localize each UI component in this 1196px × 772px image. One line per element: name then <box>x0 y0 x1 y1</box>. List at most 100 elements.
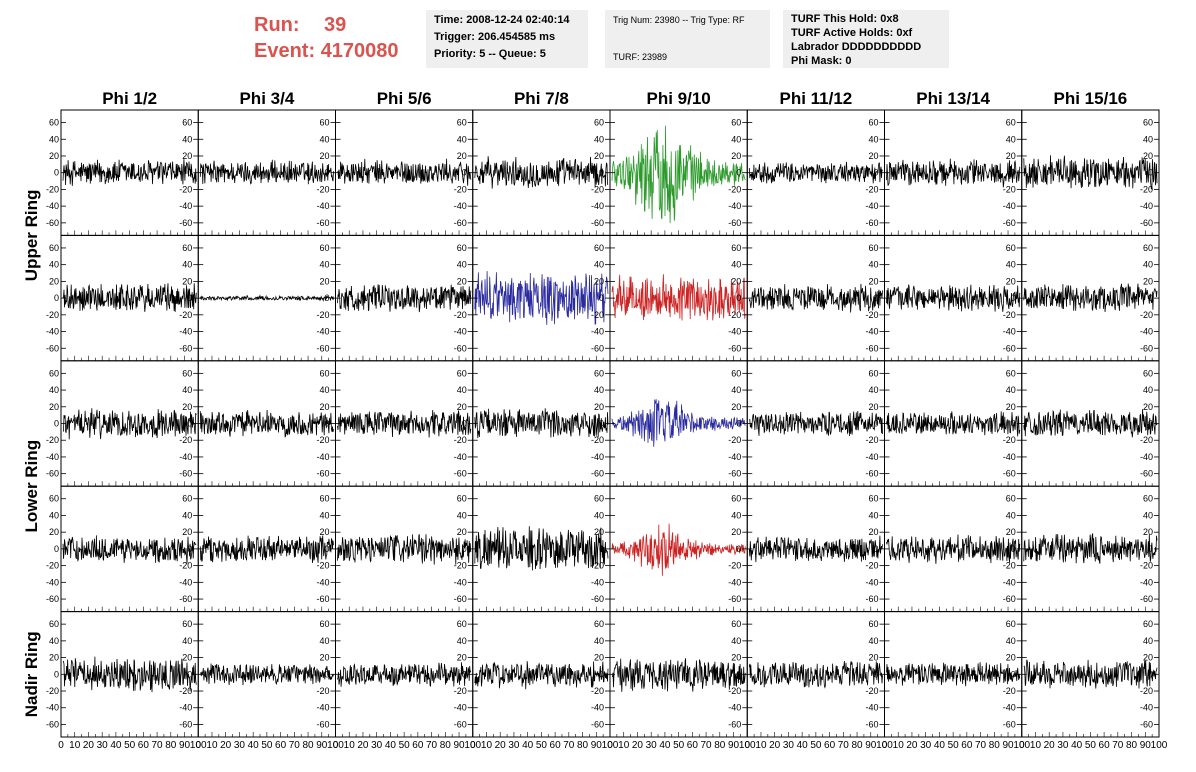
y-tick-label: 60 <box>1006 619 1016 629</box>
y-tick-label: -40 <box>46 201 59 211</box>
y-tick-label: 40 <box>319 385 329 395</box>
x-tick-label: 90 <box>1140 740 1152 751</box>
y-tick-label: 0 <box>187 544 192 554</box>
x-tick-label: 80 <box>714 740 726 751</box>
y-tick-label: 0 <box>736 669 741 679</box>
y-tick-label: 20 <box>49 402 59 412</box>
waveform-trace <box>337 409 472 438</box>
y-tick-label: -60 <box>1003 469 1016 479</box>
y-tick-label: 0 <box>599 544 604 554</box>
y-tick-label: 20 <box>182 276 192 286</box>
y-tick-label: 60 <box>1143 619 1153 629</box>
y-tick-label: 40 <box>731 636 741 646</box>
y-tick-label: -40 <box>865 703 878 713</box>
run-label: Run: <box>254 14 300 36</box>
waveform-trace <box>337 662 472 688</box>
y-tick-label: -40 <box>454 327 467 337</box>
waveform-trace <box>886 284 1021 312</box>
y-tick-label: 0 <box>599 293 604 303</box>
y-tick-label: 40 <box>1006 385 1016 395</box>
y-tick-label: 20 <box>868 527 878 537</box>
y-tick-label: 60 <box>731 368 741 378</box>
y-tick-label: 40 <box>182 260 192 270</box>
y-tick-label: 40 <box>594 636 604 646</box>
y-tick-label: 60 <box>1006 243 1016 253</box>
y-tick-label: -20 <box>1140 686 1153 696</box>
y-tick-label: -60 <box>316 594 329 604</box>
waveform-trace <box>62 535 197 564</box>
x-tick-label: 40 <box>110 740 122 751</box>
y-tick-label: -40 <box>316 577 329 587</box>
y-tick-label: -20 <box>316 310 329 320</box>
waveform-trace <box>748 283 883 313</box>
y-tick-label: 0 <box>599 419 604 429</box>
y-tick-label: -60 <box>1003 719 1016 729</box>
waveform-trace <box>337 284 472 313</box>
y-tick-label: 40 <box>1143 510 1153 520</box>
y-tick-label: 0 <box>1011 544 1016 554</box>
y-tick-label: 20 <box>319 402 329 412</box>
y-tick-label: -20 <box>1140 561 1153 571</box>
y-tick-label: -60 <box>591 218 604 228</box>
y-tick-label: 20 <box>594 527 604 537</box>
x-tick-label: 0 <box>1019 740 1025 751</box>
y-tick-label: 20 <box>1143 653 1153 663</box>
y-tick-label: -60 <box>865 469 878 479</box>
y-tick-label: 60 <box>182 118 192 128</box>
y-tick-label: 60 <box>457 368 467 378</box>
y-tick-label: -40 <box>179 327 192 337</box>
y-tick-label: 0 <box>324 168 329 178</box>
y-tick-label: 40 <box>731 260 741 270</box>
y-tick-label: -20 <box>46 184 59 194</box>
x-tick-label: 30 <box>234 740 246 751</box>
x-tick-label: 60 <box>138 740 150 751</box>
x-tick-label: 0 <box>470 740 476 751</box>
y-tick-label: 60 <box>594 368 604 378</box>
x-tick-label: 80 <box>302 740 314 751</box>
y-tick-label: -20 <box>46 686 59 696</box>
y-tick-label: -60 <box>591 469 604 479</box>
x-tick-label: 90 <box>591 740 603 751</box>
y-tick-label: 0 <box>324 669 329 679</box>
y-tick-label: 60 <box>457 118 467 128</box>
y-tick-label: 0 <box>324 544 329 554</box>
x-tick-label: 80 <box>851 740 863 751</box>
y-tick-label: 60 <box>594 494 604 504</box>
x-tick-label: 40 <box>522 740 534 751</box>
y-tick-label: -20 <box>865 184 878 194</box>
y-tick-label: -40 <box>454 577 467 587</box>
y-tick-label: 40 <box>594 260 604 270</box>
y-tick-label: -40 <box>454 452 467 462</box>
y-tick-label: 40 <box>868 385 878 395</box>
y-tick-label: 20 <box>457 653 467 663</box>
waveform-trace <box>199 159 334 185</box>
y-tick-label: 40 <box>457 510 467 520</box>
x-tick-label: 70 <box>289 740 301 751</box>
y-tick-label: -60 <box>46 343 59 353</box>
y-tick-label: -40 <box>1003 327 1016 337</box>
x-tick-label: 50 <box>1085 740 1097 751</box>
y-tick-label: 0 <box>462 419 467 429</box>
waveform-trace <box>886 158 1021 188</box>
event-value: 4170080 <box>320 40 399 62</box>
y-tick-label: 60 <box>457 494 467 504</box>
x-tick-label: 20 <box>83 740 95 751</box>
x-tick-label: 10 <box>344 740 356 751</box>
y-tick-label: 0 <box>1011 419 1016 429</box>
y-tick-label: 60 <box>1143 243 1153 253</box>
y-tick-label: -20 <box>728 435 741 445</box>
x-tick-label: 20 <box>220 740 232 751</box>
x-tick-label: 10 <box>893 740 905 751</box>
y-tick-label: 20 <box>868 402 878 412</box>
y-tick-label: 20 <box>731 151 741 161</box>
x-tick-label: 70 <box>563 740 575 751</box>
y-tick-label: -20 <box>865 686 878 696</box>
y-tick-label: -40 <box>728 703 741 713</box>
waveform-trace <box>199 409 334 438</box>
y-tick-label: -60 <box>179 469 192 479</box>
y-tick-label: -40 <box>1140 327 1153 337</box>
y-tick-label: -20 <box>591 435 604 445</box>
turf-info-box: TURF This Hold: 0x8 TURF Active Holds: 0… <box>783 10 949 68</box>
y-tick-label: 20 <box>1006 402 1016 412</box>
y-tick-label: 40 <box>49 134 59 144</box>
